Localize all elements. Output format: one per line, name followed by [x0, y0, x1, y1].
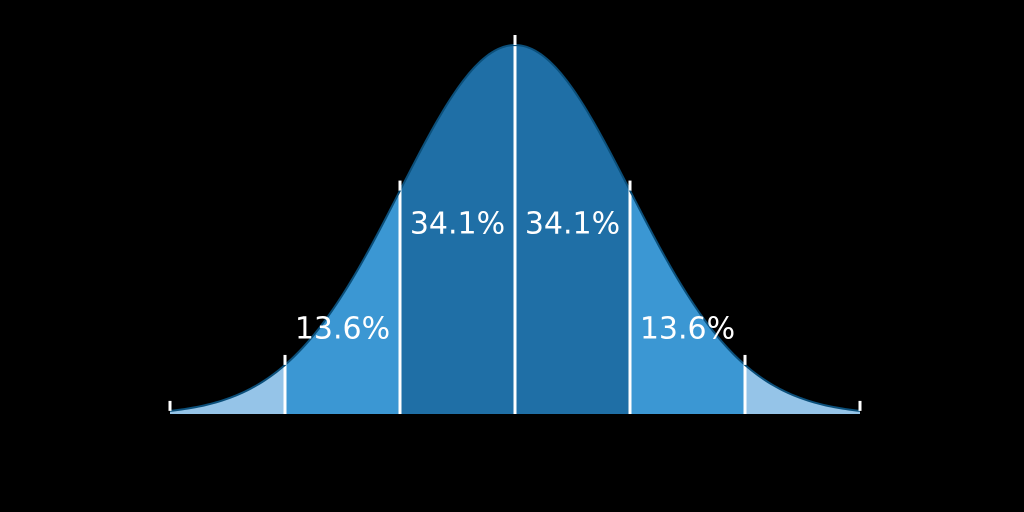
region-label-1: 13.6% [295, 312, 390, 347]
region-label-3: 34.1% [525, 207, 620, 242]
region-label-2: 34.1% [410, 207, 505, 242]
region-label-4: 13.6% [640, 312, 735, 347]
normal-distribution-chart: 13.6% 34.1% 34.1% 13.6% [0, 0, 1024, 512]
